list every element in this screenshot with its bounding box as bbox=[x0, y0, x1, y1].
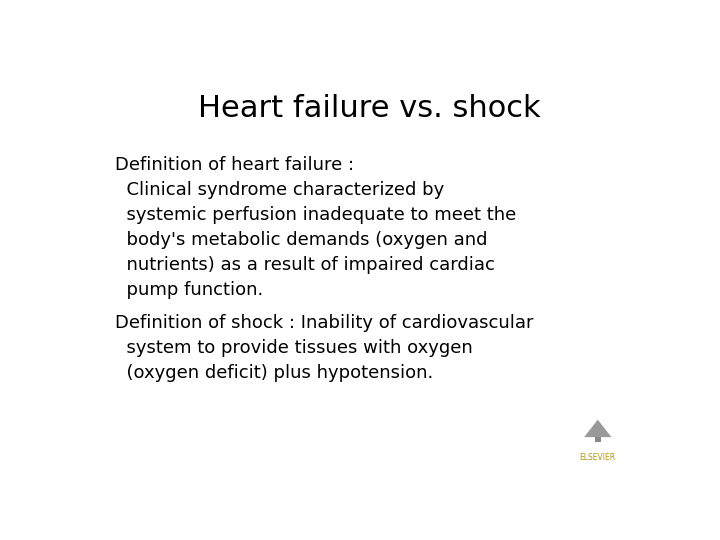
Text: (oxygen deficit) plus hypotension.: (oxygen deficit) plus hypotension. bbox=[115, 364, 433, 382]
Text: Clinical syndrome characterized by: Clinical syndrome characterized by bbox=[115, 181, 444, 199]
Text: body's metabolic demands (oxygen and: body's metabolic demands (oxygen and bbox=[115, 231, 487, 249]
Polygon shape bbox=[584, 420, 611, 437]
Polygon shape bbox=[595, 437, 600, 442]
Text: systemic perfusion inadequate to meet the: systemic perfusion inadequate to meet th… bbox=[115, 206, 516, 224]
Text: Definition of shock : Inability of cardiovascular: Definition of shock : Inability of cardi… bbox=[115, 314, 534, 332]
Text: nutrients) as a result of impaired cardiac: nutrients) as a result of impaired cardi… bbox=[115, 256, 495, 274]
Text: pump function.: pump function. bbox=[115, 281, 264, 299]
Text: Definition of heart failure :: Definition of heart failure : bbox=[115, 156, 354, 174]
Text: system to provide tissues with oxygen: system to provide tissues with oxygen bbox=[115, 339, 473, 357]
Text: ELSEVIER: ELSEVIER bbox=[580, 453, 616, 462]
Text: Heart failure vs. shock: Heart failure vs. shock bbox=[198, 94, 540, 123]
